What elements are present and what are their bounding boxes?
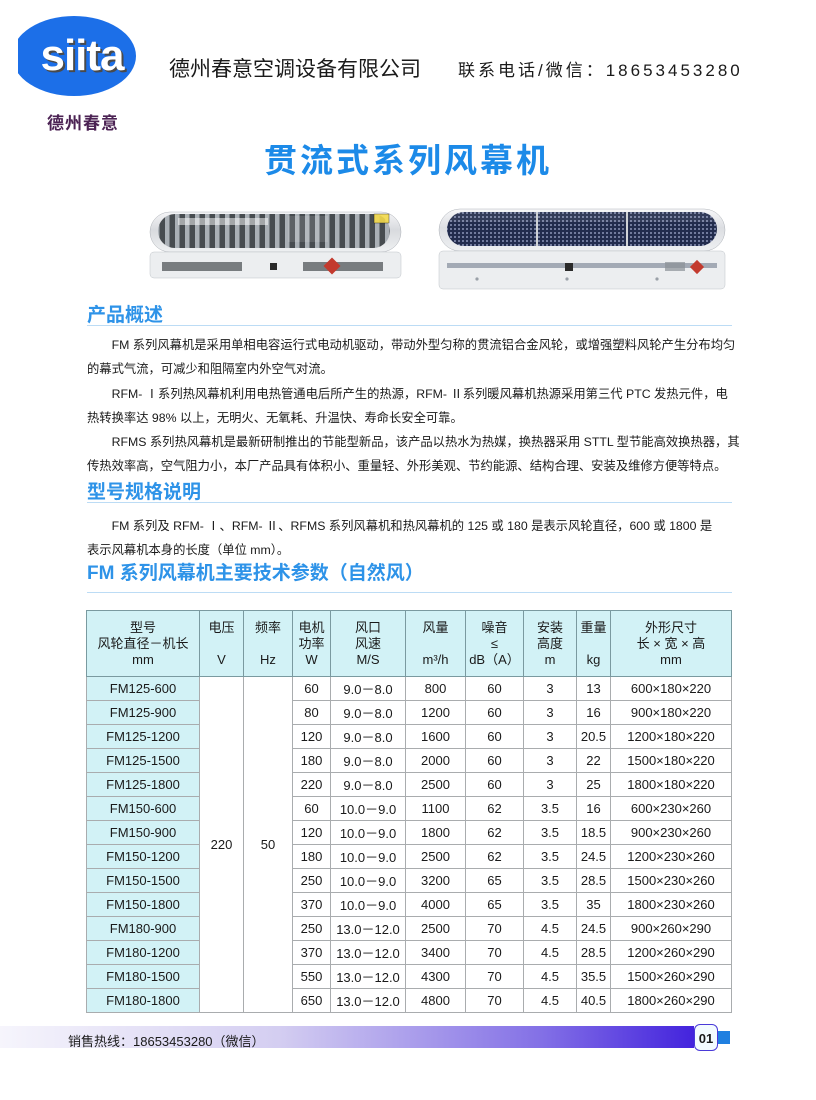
svg-text:siita: siita	[40, 31, 125, 80]
